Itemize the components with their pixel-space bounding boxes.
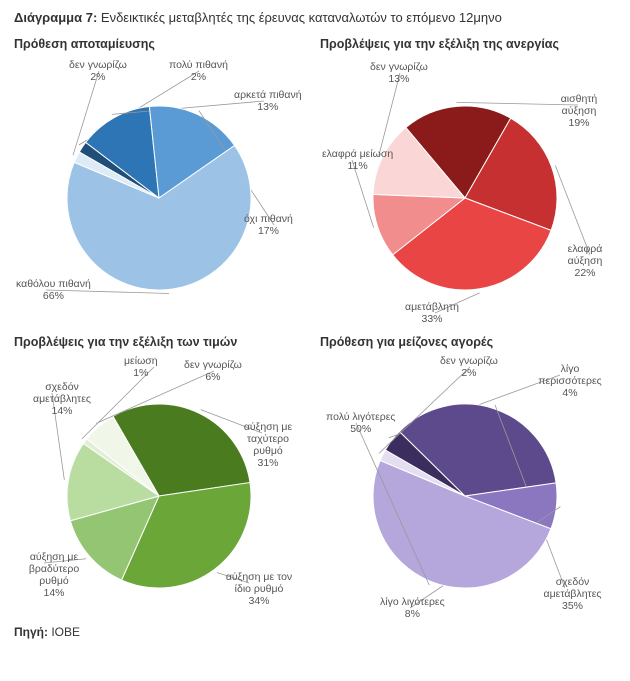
pie-svg: [14, 53, 304, 323]
leader-line: [46, 290, 169, 293]
pie-chart: αισθητή αύξηση19%ελαφρά αύξηση22%αμετάβλ…: [320, 53, 610, 323]
source-value: IOBE: [51, 625, 80, 639]
charts-grid: Πρόθεση αποταμίευσης πολύ πιθανή2%αρκετά…: [14, 33, 616, 621]
chart-purchases: Πρόθεση για μείζονες αγορές λίγο περισσό…: [320, 331, 610, 621]
source-label: Πηγή:: [14, 625, 48, 639]
page: Διάγραμμα 7: Ενδεικτικές μεταβλητές της …: [0, 0, 630, 681]
chart-title: Προβλέψεις για την εξέλιξη των τιμών: [14, 335, 304, 349]
pie-svg: [320, 53, 610, 323]
chart-unemployment: Προβλέψεις για την εξέλιξη της ανεργίας …: [320, 33, 610, 323]
figure-title-rest: Ενδεικτικές μεταβλητές της έρευνας καταν…: [97, 10, 502, 25]
chart-savings: Πρόθεση αποταμίευσης πολύ πιθανή2%αρκετά…: [14, 33, 304, 323]
leader-line: [52, 393, 64, 480]
leader-line: [456, 102, 578, 105]
leader-line: [352, 160, 374, 228]
source-line: Πηγή: IOBE: [14, 625, 616, 639]
pie-svg: [14, 351, 304, 621]
figure-title: Διάγραμμα 7: Ενδεικτικές μεταβλητές της …: [14, 10, 616, 25]
leader-line: [217, 572, 249, 583]
pie-svg: [320, 351, 610, 621]
figure-title-prefix: Διάγραμμα 7:: [14, 10, 97, 25]
leader-line: [555, 165, 590, 255]
chart-prices: Προβλέψεις για την εξέλιξη των τιμών αύξ…: [14, 331, 304, 621]
chart-title: Πρόθεση αποταμίευσης: [14, 37, 304, 51]
pie-chart: λίγο περισσότερες4%σχεδόν αμετάβλητες35%…: [320, 351, 610, 621]
leader-line: [435, 293, 480, 313]
chart-title: Προβλέψεις για την εξέλιξη της ανεργίας: [320, 37, 610, 51]
leader-line: [44, 559, 86, 563]
chart-title: Πρόθεση για μείζονες αγορές: [320, 335, 610, 349]
pie-chart: πολύ πιθανή2%αρκετά πιθανή13%όχι πιθανή1…: [14, 53, 304, 323]
pie-chart: αύξηση με ταχύτερο ρυθμό31%αύξηση με τον…: [14, 351, 304, 621]
